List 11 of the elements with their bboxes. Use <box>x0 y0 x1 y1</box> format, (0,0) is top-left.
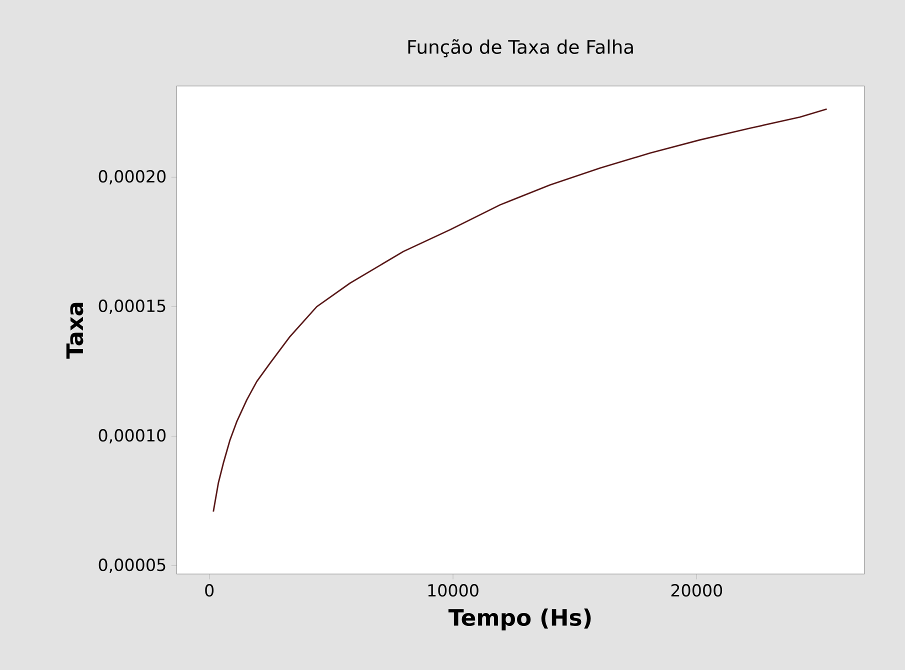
chart-title: Função de Taxa de Falha <box>408 39 633 58</box>
y-axis-title: Taxa <box>66 302 84 359</box>
y-tick-label: 0,00005 <box>98 558 166 573</box>
x-tick-label: 10000 <box>428 584 478 597</box>
x-tick-label: 20000 <box>671 584 722 597</box>
x-tick-label: 0 <box>205 584 214 597</box>
line-series <box>212 108 828 512</box>
x-axis-title: Tempo (Hs) <box>448 608 591 630</box>
y-tick-label: 0,00020 <box>98 170 166 184</box>
y-tick-label: 0,00010 <box>98 429 166 444</box>
y-tick-label: 0,00015 <box>98 300 166 314</box>
